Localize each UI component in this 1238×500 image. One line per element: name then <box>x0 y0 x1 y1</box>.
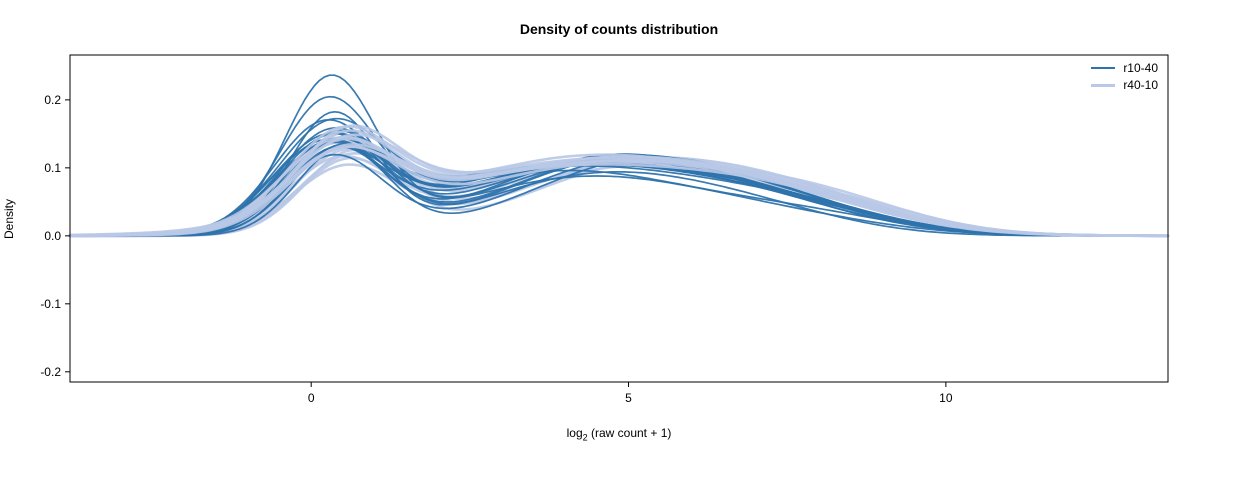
y-tick-label: -0.1 <box>40 297 61 311</box>
plot-border <box>69 54 1169 383</box>
legend-line-swatch-r40-10 <box>1091 83 1116 87</box>
y-tick-label: -0.2 <box>40 365 61 379</box>
legend: r10-40 r40-10 <box>1091 61 1158 92</box>
x-tick-label: 5 <box>625 391 632 405</box>
legend-label-r10-40: r10-40 <box>1123 61 1158 75</box>
x-axis: 0 5 10 <box>308 382 953 405</box>
y-axis-label: Density <box>2 199 16 240</box>
y-tick-label: 0.2 <box>44 93 61 107</box>
y-axis: -0.2 -0.1 0.0 0.1 0.2 <box>40 93 70 379</box>
x-axis-label-subscript: 2 <box>582 432 588 443</box>
legend-item-r40-10: r40-10 <box>1091 78 1158 92</box>
x-tick-label: 0 <box>308 391 315 405</box>
x-tick-label: 10 <box>939 391 953 405</box>
legend-label-r40-10: r40-10 <box>1123 78 1158 92</box>
legend-line-swatch-r10-40 <box>1091 67 1116 69</box>
density-curve-r40-10 <box>68 143 1170 237</box>
curves-group <box>68 74 1170 238</box>
y-tick-label: 0.0 <box>44 229 61 243</box>
legend-item-r10-40: r10-40 <box>1091 61 1158 75</box>
x-axis-label-prefix: log <box>566 426 583 440</box>
y-tick-label: 0.1 <box>44 161 61 175</box>
x-axis-label-suffix: (raw count + 1) <box>587 426 672 440</box>
x-axis-label: log2 (raw count + 1) <box>70 426 1168 442</box>
chart-title: Density of counts distribution <box>519 21 719 37</box>
